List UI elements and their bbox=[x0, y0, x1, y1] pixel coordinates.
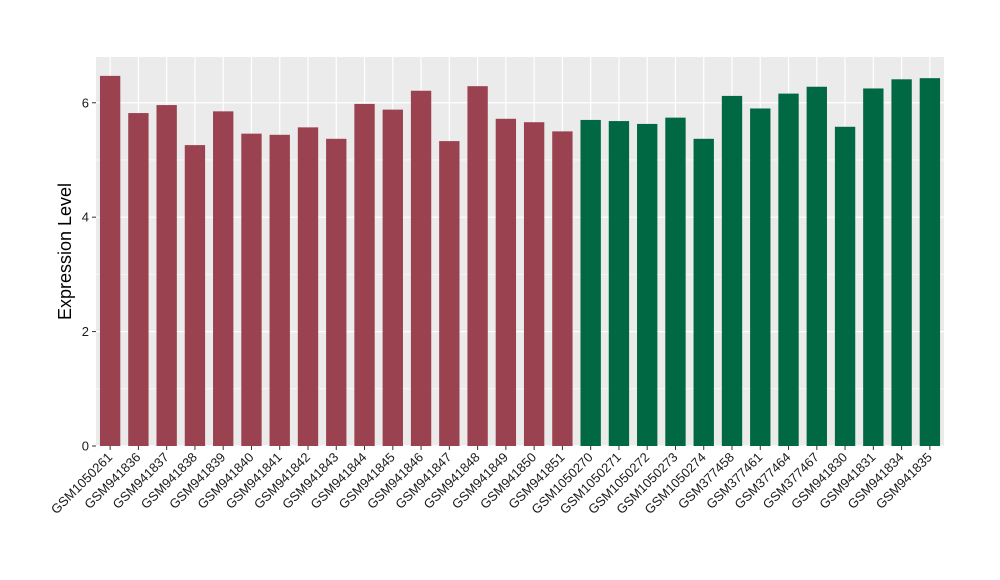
bar-gsm1050272 bbox=[637, 123, 658, 447]
bar-gsm941847 bbox=[439, 141, 460, 446]
bar-gsm941831 bbox=[863, 88, 884, 447]
y-axis-title: Expression Level bbox=[55, 183, 75, 320]
y-tick-label: 4 bbox=[82, 210, 89, 225]
bar-gsm941850 bbox=[523, 122, 545, 446]
bar-gsm941844 bbox=[354, 103, 375, 447]
bar-gsm941851 bbox=[552, 131, 573, 446]
bar-gsm941843 bbox=[326, 138, 347, 446]
bar-gsm941846 bbox=[410, 90, 432, 447]
bar-gsm941841 bbox=[269, 134, 290, 447]
bar-gsm941839 bbox=[213, 111, 234, 447]
bar-gsm941836 bbox=[128, 113, 149, 446]
bar-gsm941834 bbox=[891, 79, 912, 446]
bars bbox=[99, 75, 941, 447]
bar-gsm377467 bbox=[806, 86, 827, 446]
bar-gsm941830 bbox=[834, 126, 856, 447]
bar-gsm1050274 bbox=[693, 138, 714, 446]
bar-gsm377461 bbox=[750, 108, 771, 446]
y-tick-label: 0 bbox=[82, 439, 89, 454]
bar-gsm941837 bbox=[156, 105, 177, 446]
bar-gsm941849 bbox=[495, 118, 517, 447]
bar-gsm941842 bbox=[297, 127, 319, 447]
y-axis: 0 2 4 6 bbox=[82, 95, 96, 454]
bar-gsm941848 bbox=[467, 86, 488, 447]
bar-gsm377464 bbox=[778, 93, 799, 447]
y-tick-label: 2 bbox=[82, 324, 89, 339]
plot-panel bbox=[96, 57, 944, 446]
bar-gsm941845 bbox=[382, 109, 403, 447]
bar-gsm1050270 bbox=[580, 119, 601, 447]
bar-gsm941838 bbox=[184, 145, 206, 447]
bar-gsm941835 bbox=[919, 78, 941, 447]
bar-gsm1050261 bbox=[99, 75, 121, 447]
x-axis: GSM1050261GSM941836GSM941837GSM941838GSM… bbox=[48, 446, 935, 517]
bar-gsm1050271 bbox=[608, 121, 630, 446]
bar-gsm377458 bbox=[721, 95, 743, 447]
bar-gsm1050273 bbox=[665, 117, 686, 446]
y-tick-label: 6 bbox=[82, 95, 89, 110]
bar-gsm941840 bbox=[241, 133, 262, 446]
